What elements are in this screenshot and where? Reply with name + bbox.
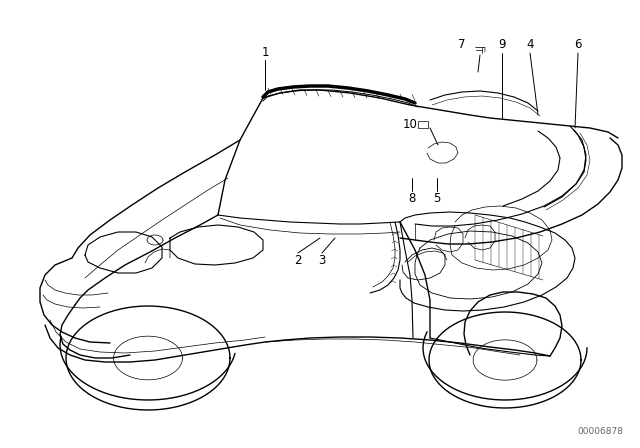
Text: 00006878: 00006878 bbox=[577, 427, 623, 436]
Text: 5: 5 bbox=[433, 191, 441, 204]
Text: 9: 9 bbox=[499, 39, 506, 52]
Bar bbox=[418, 121, 428, 128]
Text: 8: 8 bbox=[408, 191, 416, 204]
Text: 6: 6 bbox=[574, 39, 582, 52]
Text: —┐: —┐ bbox=[475, 43, 488, 52]
Text: 2: 2 bbox=[294, 254, 301, 267]
Text: 4: 4 bbox=[526, 39, 534, 52]
Text: 10: 10 bbox=[403, 119, 417, 132]
Text: 3: 3 bbox=[318, 254, 326, 267]
Text: 7: 7 bbox=[458, 39, 466, 52]
Text: 1: 1 bbox=[261, 46, 269, 59]
